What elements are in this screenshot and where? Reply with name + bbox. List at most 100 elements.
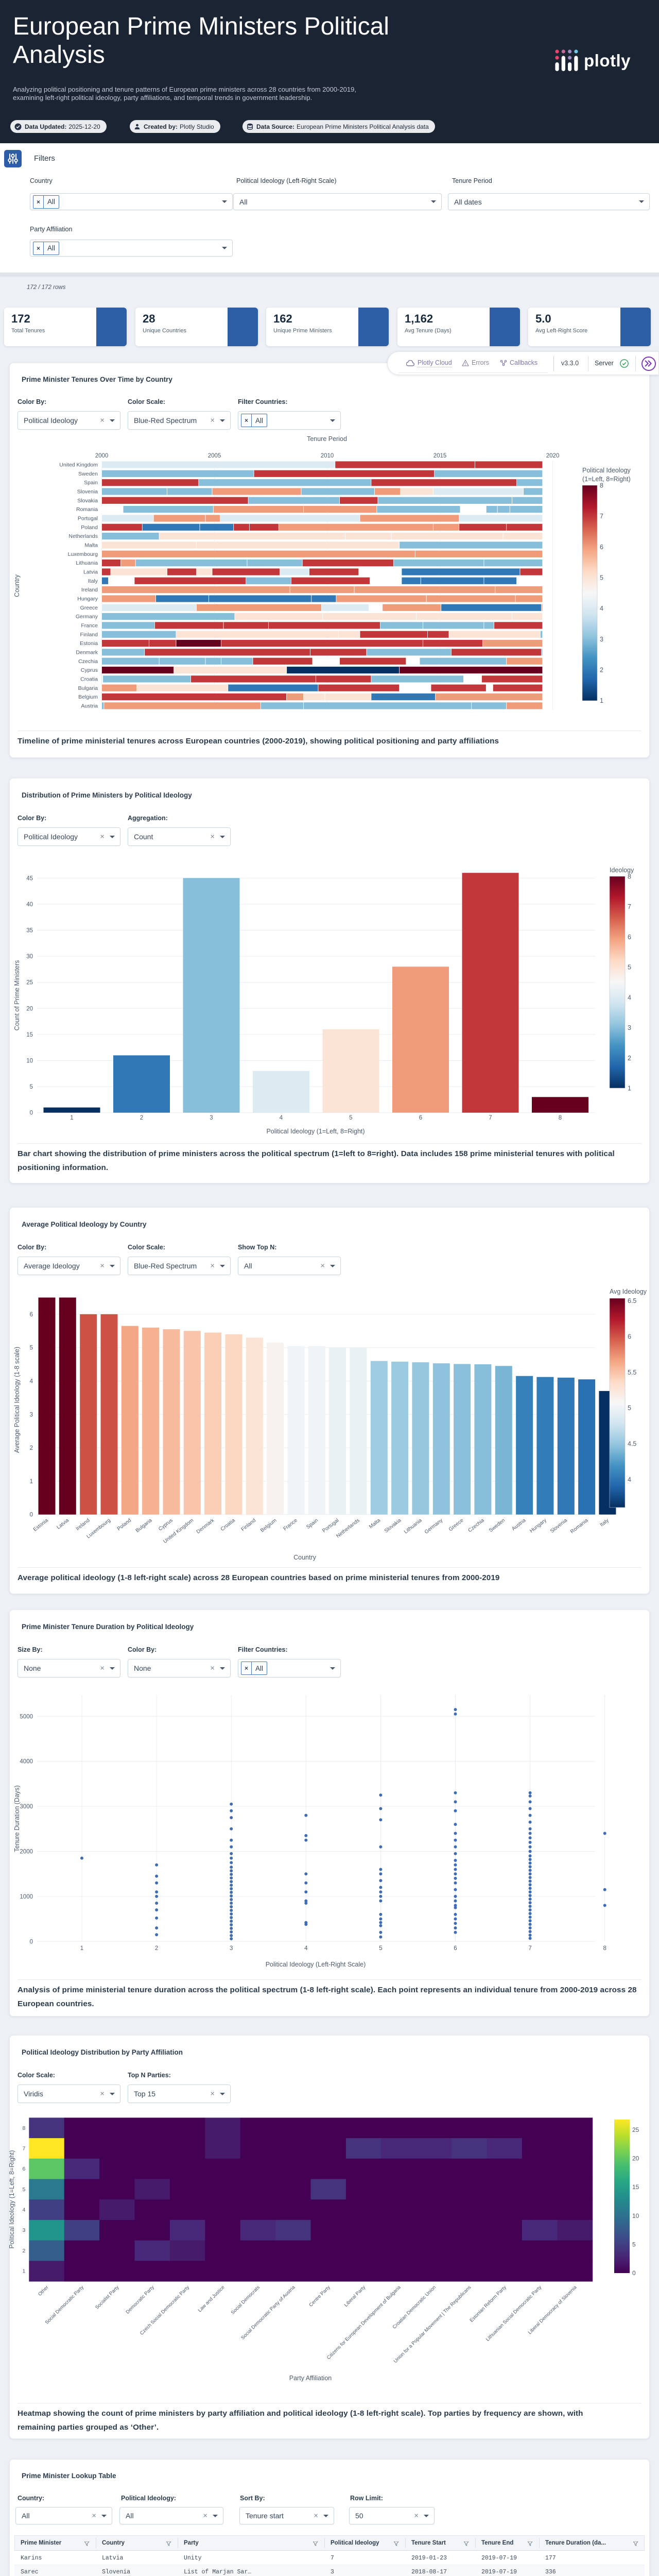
svg-text:1: 1 [70, 1115, 73, 1121]
svg-text:7: 7 [628, 903, 631, 910]
svg-text:7: 7 [528, 1945, 531, 1952]
svg-text:Centre Party: Centre Party [308, 2284, 332, 2308]
svg-text:Sweden: Sweden [488, 1518, 506, 1534]
svg-text:Lithuanian Social Democratic P: Lithuanian Social Democratic Party [485, 2284, 543, 2342]
svg-text:Political Ideology (1=Left, 8=: Political Ideology (1=Left, 8=Right) [266, 1128, 365, 1135]
svg-text:3: 3 [30, 1412, 33, 1418]
svg-text:Cyprus: Cyprus [158, 1518, 174, 1532]
svg-text:Lithuania: Lithuania [403, 1517, 423, 1535]
svg-text:Estonia: Estonia [80, 640, 98, 647]
svg-text:2: 2 [140, 1115, 143, 1121]
svg-text:Country: Country [293, 1554, 317, 1561]
svg-text:5.5: 5.5 [628, 1369, 636, 1376]
svg-text:Latvia: Latvia [83, 569, 98, 575]
svg-text:1: 1 [22, 2268, 25, 2275]
svg-text:Czechia: Czechia [78, 658, 98, 665]
svg-text:Belgium: Belgium [78, 694, 98, 700]
svg-text:Country: Country [13, 574, 21, 597]
svg-text:France: France [283, 1517, 299, 1532]
svg-text:Tenure Period: Tenure Period [307, 435, 347, 443]
svg-text:5: 5 [379, 1945, 382, 1952]
svg-text:10: 10 [632, 2212, 639, 2219]
svg-text:20: 20 [632, 2155, 639, 2162]
svg-text:Poland: Poland [81, 524, 98, 531]
svg-text:45: 45 [26, 875, 33, 882]
svg-text:Ideology: Ideology [610, 867, 634, 874]
svg-text:6.5: 6.5 [628, 1297, 636, 1304]
svg-text:Malta: Malta [368, 1517, 381, 1530]
svg-text:7: 7 [22, 2145, 25, 2151]
svg-text:0: 0 [30, 1110, 33, 1116]
svg-text:Socialist Party: Socialist Party [94, 2284, 120, 2311]
svg-text:2010: 2010 [321, 453, 334, 459]
svg-text:2020: 2020 [546, 453, 560, 459]
svg-text:United Kingdom: United Kingdom [59, 462, 98, 468]
svg-text:Average Political Ideology (1-: Average Political Ideology (1-8 scale) [13, 1347, 21, 1453]
svg-text:35: 35 [26, 928, 33, 934]
svg-text:Czechia: Czechia [467, 1517, 485, 1533]
svg-text:2: 2 [30, 1445, 33, 1451]
svg-text:3: 3 [628, 1024, 631, 1031]
svg-text:20: 20 [26, 1006, 33, 1012]
svg-text:Bulgaria: Bulgaria [78, 685, 98, 691]
svg-text:Count of Prime Ministers: Count of Prime Ministers [13, 960, 21, 1031]
svg-text:30: 30 [26, 954, 33, 960]
svg-text:6: 6 [454, 1945, 457, 1952]
svg-text:Estonian Reform Party: Estonian Reform Party [469, 2284, 508, 2324]
svg-text:Tenure Duration (Days): Tenure Duration (Days) [13, 1785, 21, 1852]
svg-text:Belgium: Belgium [259, 1518, 278, 1534]
svg-text:Avg Ideology: Avg Ideology [610, 1288, 647, 1295]
svg-text:Portugal: Portugal [78, 516, 98, 522]
svg-text:Political Ideology (1=Left, 8=: Political Ideology (1=Left, 8=Right) [9, 2150, 15, 2248]
svg-text:15: 15 [632, 2183, 639, 2191]
svg-text:Latvia: Latvia [56, 1517, 70, 1530]
svg-text:4: 4 [628, 1476, 631, 1483]
svg-text:Lithuania: Lithuania [76, 560, 98, 566]
svg-text:8: 8 [600, 482, 603, 489]
svg-text:5: 5 [349, 1115, 352, 1121]
svg-text:4000: 4000 [20, 1759, 33, 1765]
svg-text:Italy: Italy [599, 1518, 610, 1528]
svg-text:Slovakia: Slovakia [384, 1517, 403, 1534]
svg-text:Other: Other [37, 2284, 50, 2297]
svg-text:Party Affiliation: Party Affiliation [289, 2375, 332, 2382]
svg-text:2000: 2000 [20, 1849, 33, 1855]
svg-text:6: 6 [22, 2166, 25, 2172]
svg-text:5: 5 [22, 2187, 25, 2193]
svg-text:25: 25 [632, 2126, 639, 2133]
svg-text:3: 3 [600, 636, 603, 643]
svg-text:Germany: Germany [76, 614, 98, 620]
svg-text:3: 3 [230, 1945, 233, 1952]
svg-text:Austria: Austria [511, 1517, 527, 1532]
svg-text:8: 8 [559, 1115, 562, 1121]
svg-text:6: 6 [628, 934, 631, 941]
svg-text:Citizens for European Developm: Citizens for European Development of Bul… [326, 2284, 402, 2361]
svg-text:plotly: plotly [584, 51, 631, 70]
svg-text:2000: 2000 [95, 453, 109, 459]
svg-text:Sweden: Sweden [78, 471, 98, 477]
svg-text:4: 4 [30, 1379, 33, 1385]
svg-text:Union for a Popular Movement |: Union for a Popular Movement | The Repub… [393, 2284, 473, 2364]
svg-text:Romania: Romania [569, 1517, 589, 1535]
svg-text:4: 4 [304, 1945, 308, 1952]
svg-text:2: 2 [155, 1945, 158, 1952]
svg-text:7: 7 [489, 1115, 492, 1121]
svg-text:Austria: Austria [81, 703, 98, 709]
svg-text:Greece: Greece [80, 605, 98, 611]
svg-text:Political Ideology: Political Ideology [582, 467, 631, 474]
svg-text:6: 6 [628, 1333, 631, 1340]
svg-text:2: 2 [22, 2248, 25, 2254]
svg-text:5: 5 [600, 574, 603, 582]
svg-text:25: 25 [26, 980, 33, 986]
svg-text:6: 6 [30, 1312, 33, 1318]
svg-text:Germany: Germany [424, 1518, 444, 1535]
svg-text:Denmark: Denmark [76, 649, 98, 655]
svg-text:Croatia: Croatia [220, 1517, 237, 1532]
svg-text:4: 4 [600, 605, 603, 612]
svg-text:1000: 1000 [20, 1894, 33, 1900]
svg-text:2005: 2005 [208, 453, 221, 459]
svg-text:Law and Justice: Law and Justice [197, 2284, 226, 2313]
svg-text:Ireland: Ireland [75, 1518, 91, 1532]
svg-text:Luxembourg: Luxembourg [68, 551, 98, 557]
svg-text:Spain: Spain [84, 480, 98, 486]
